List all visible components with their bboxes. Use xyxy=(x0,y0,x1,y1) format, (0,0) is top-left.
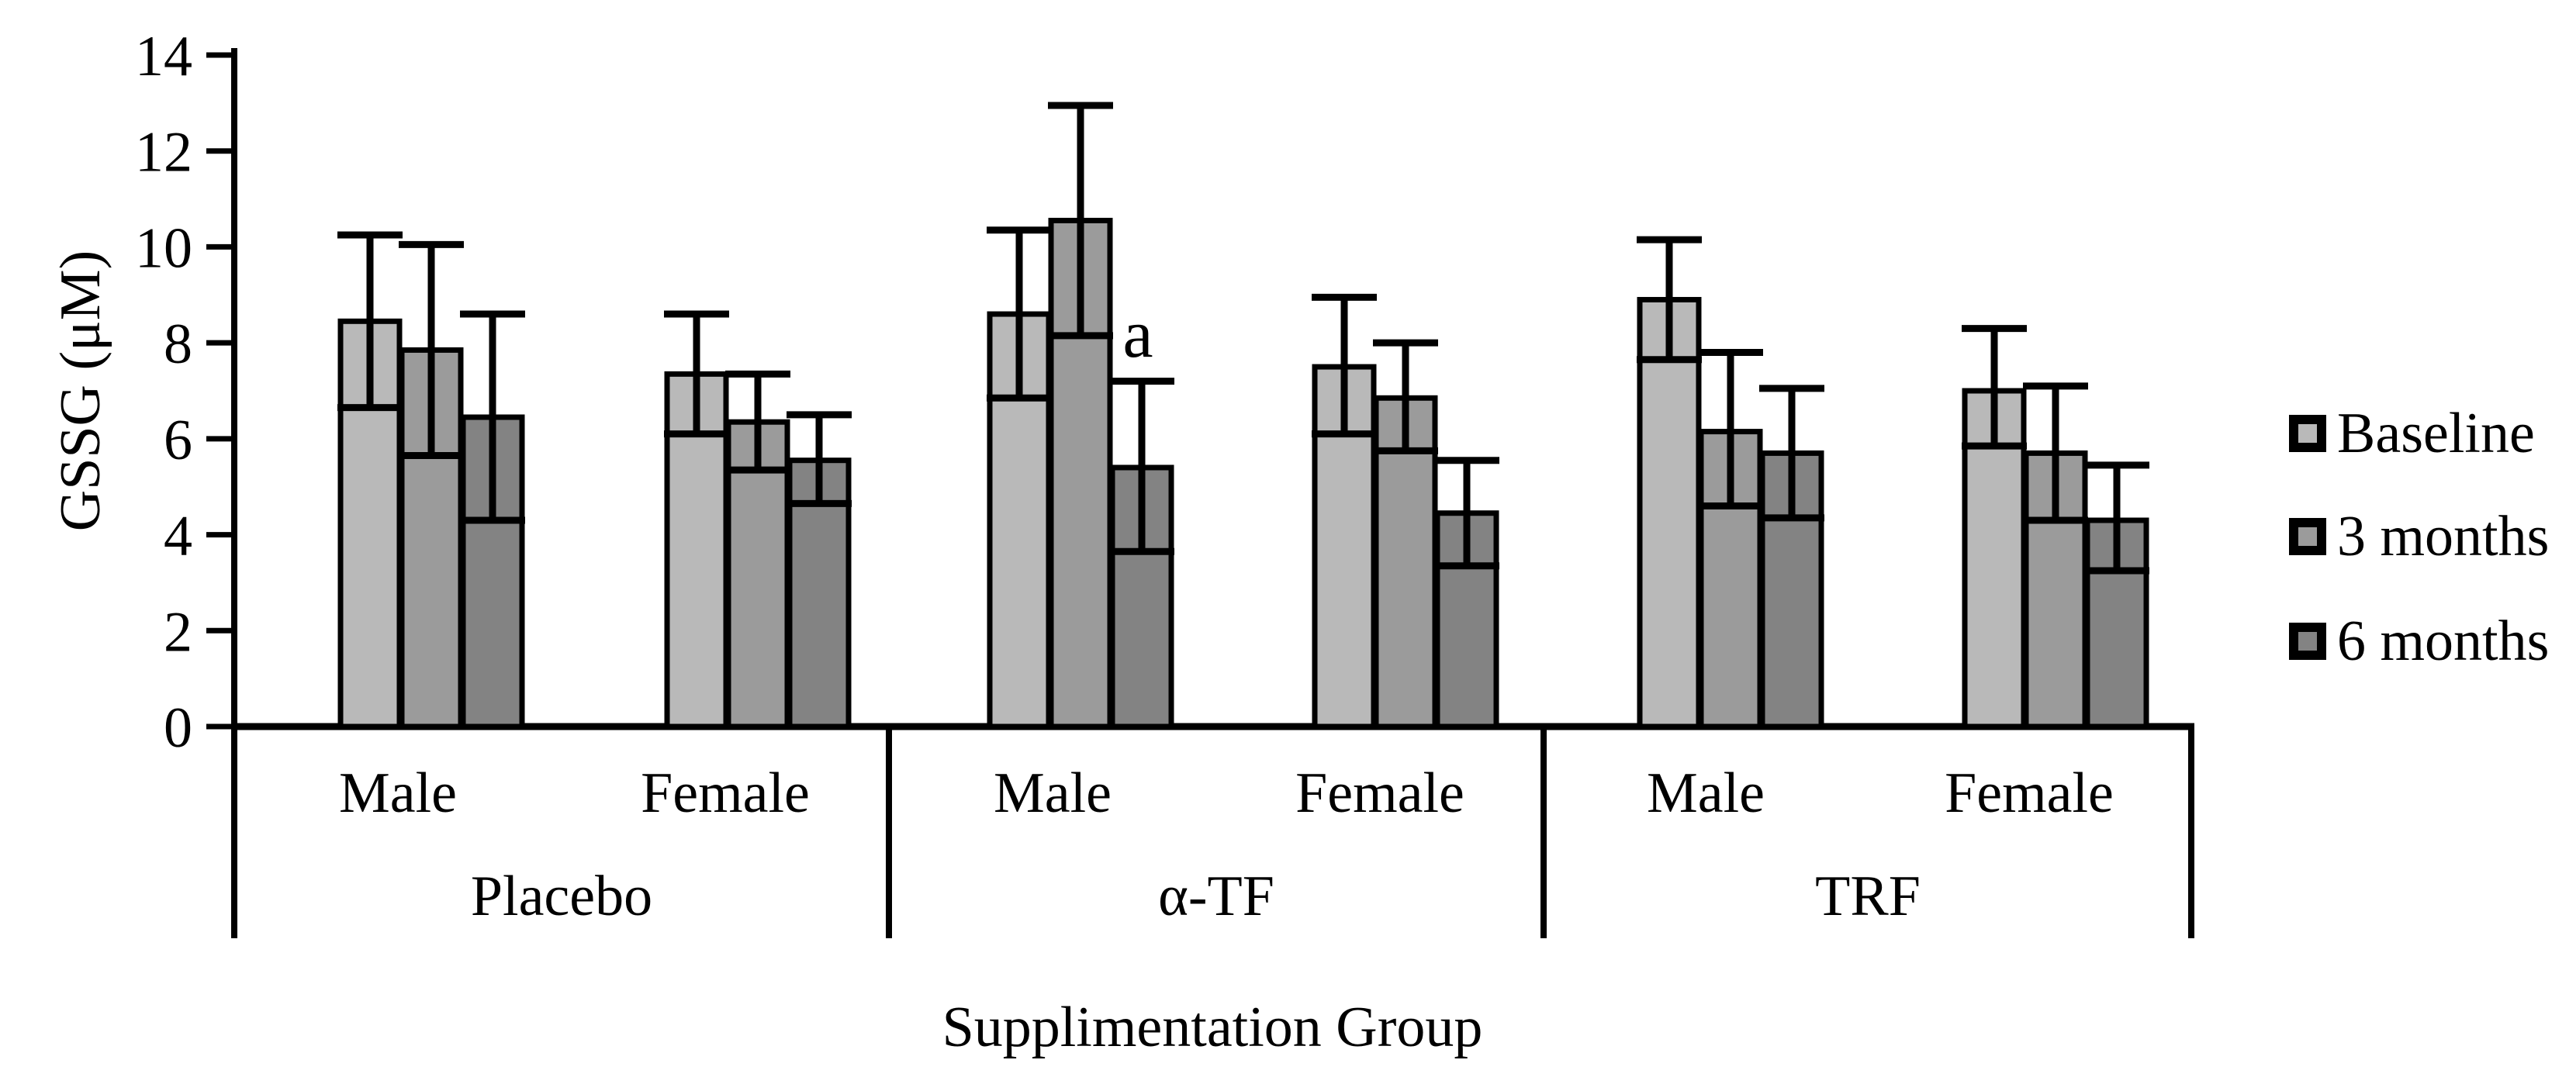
y-tick-label: 0 xyxy=(164,696,192,760)
legend-entry-baseline: Baseline xyxy=(2289,405,2535,462)
subgroup-label-trf-male: Male xyxy=(1646,761,1765,825)
legend-swatch-baseline xyxy=(2289,415,2326,452)
legend-entry-6-months: 6 months xyxy=(2289,613,2549,670)
group-label-trf: TRF xyxy=(1815,865,1921,928)
legend-label-6-months: 6 months xyxy=(2337,609,2550,673)
y-tick-label: 10 xyxy=(135,216,192,280)
subgroup-label-placebo-male: Male xyxy=(338,761,458,825)
group-label-placebo: Placebo xyxy=(470,865,653,928)
subgroup-label-atf-female: Female xyxy=(1295,761,1464,825)
bar-baseline-4 xyxy=(1637,296,1702,730)
y-tick-label: 2 xyxy=(164,600,192,664)
legend-label-baseline: Baseline xyxy=(2337,402,2535,465)
y-tick-label: 8 xyxy=(164,312,192,376)
bar-6-months-2 xyxy=(1109,464,1174,730)
group-label-atf: α-TF xyxy=(1158,865,1274,928)
bar-3-months-0 xyxy=(399,347,464,730)
significance-annotation: a xyxy=(1122,297,1153,372)
y-axis-title: GSSG (μM) xyxy=(49,250,112,532)
legend-swatch-6-months xyxy=(2289,623,2326,660)
y-tick-label: 4 xyxy=(164,505,192,568)
legend-label-3-months: 3 months xyxy=(2337,505,2550,568)
subgroup-label-atf-male: Male xyxy=(993,761,1112,825)
y-tick-label: 12 xyxy=(135,121,192,185)
y-tick-label: 14 xyxy=(135,25,192,88)
legend-swatch-3-months xyxy=(2289,518,2326,555)
x-axis-title: Supplimentation Group xyxy=(942,996,1483,1059)
subgroup-label-placebo-female: Female xyxy=(641,761,810,825)
legend-entry-3-months: 3 months xyxy=(2289,508,2549,565)
subgroup-label-trf-female: Female xyxy=(1945,761,2114,825)
y-tick-label: 6 xyxy=(164,409,192,472)
